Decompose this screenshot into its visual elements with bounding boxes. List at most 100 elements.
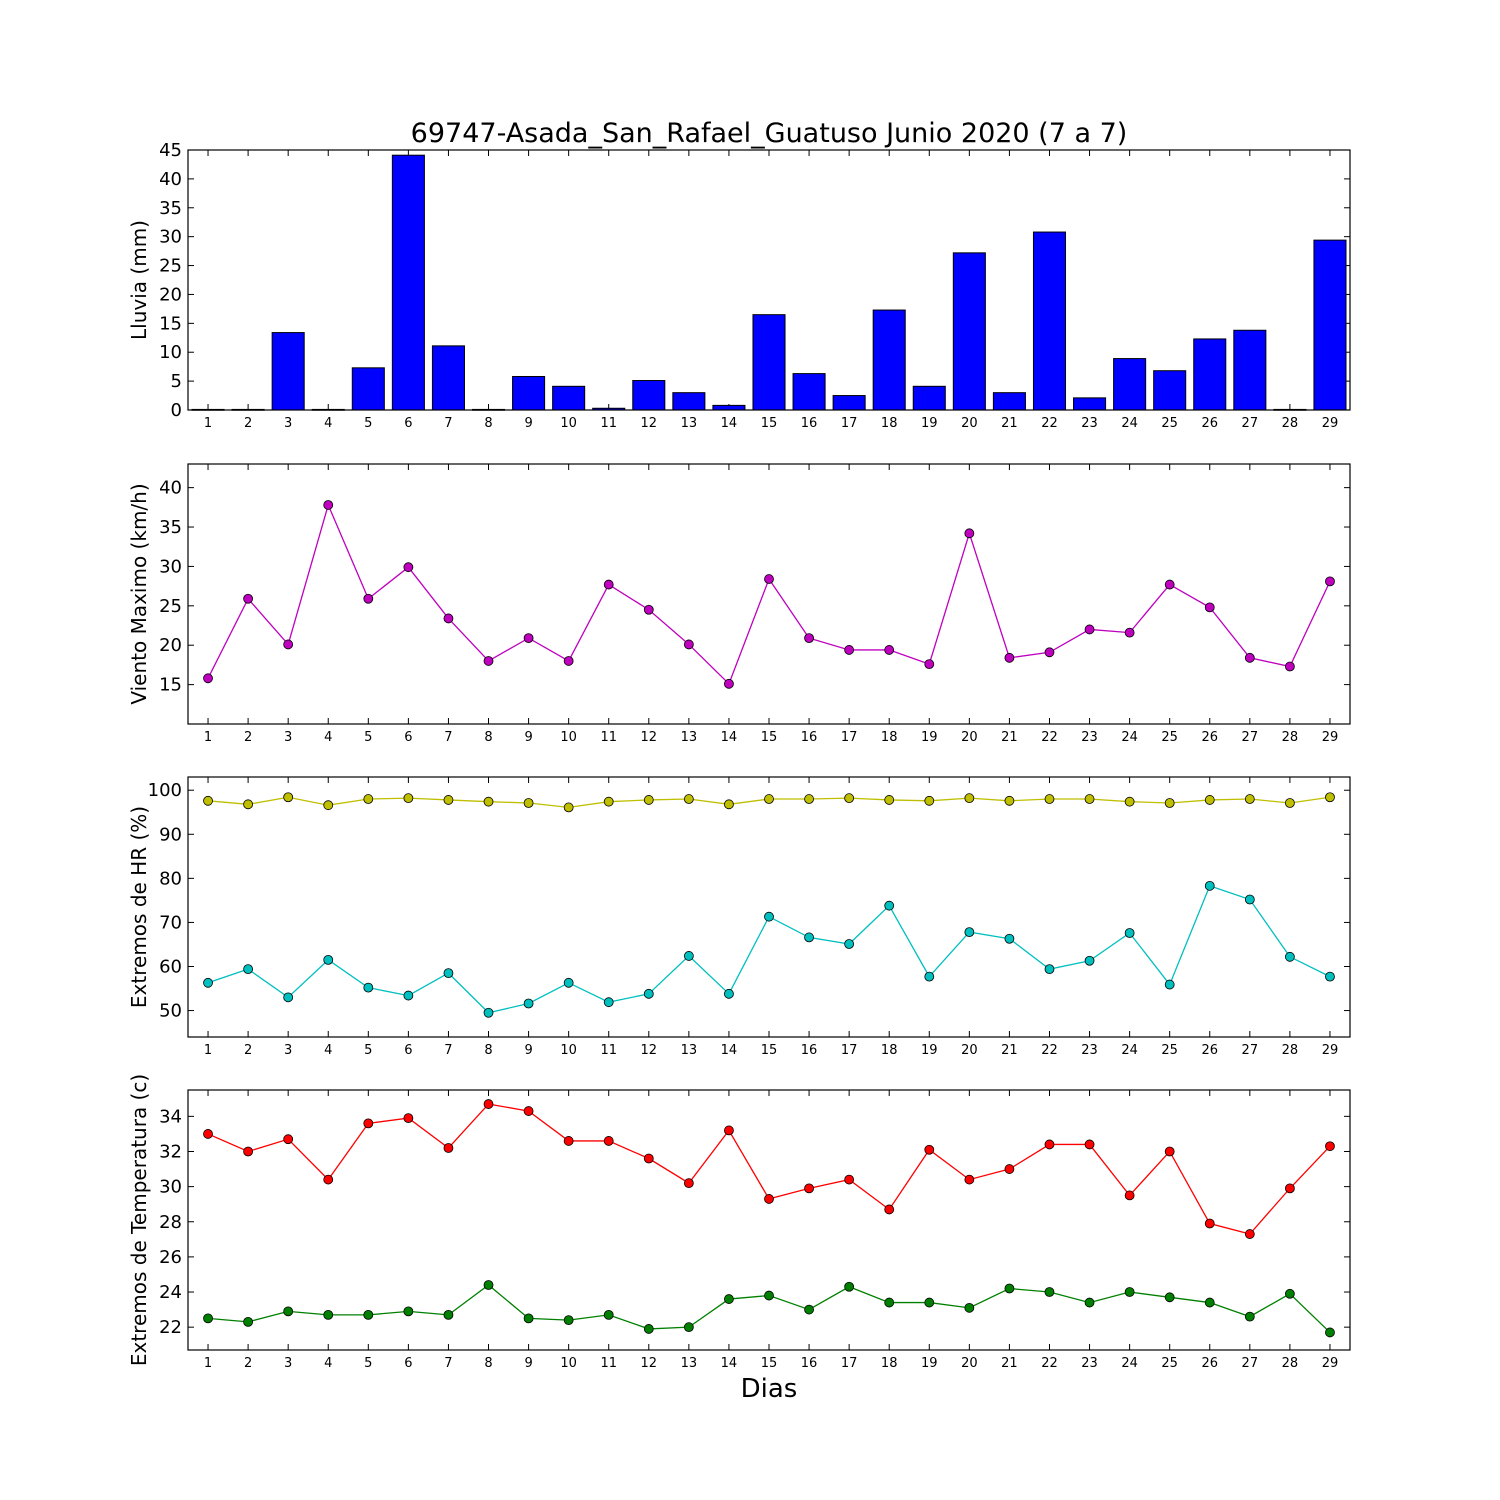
x-tick-label: 16 <box>801 416 818 431</box>
data-point <box>765 1291 774 1300</box>
x-tick-label: 15 <box>761 730 778 745</box>
y-tick-label: 70 <box>159 912 182 933</box>
x-tick-label: 26 <box>1201 730 1218 745</box>
x-tick-label: 26 <box>1201 416 1218 431</box>
x-tick-label: 29 <box>1322 730 1339 745</box>
x-tick-label: 9 <box>524 416 532 431</box>
bar <box>673 393 705 410</box>
y-tick-label: 50 <box>159 1001 182 1022</box>
x-tick-label: 6 <box>404 416 412 431</box>
data-point <box>1085 795 1094 804</box>
bar <box>1074 398 1106 410</box>
data-point <box>925 796 934 805</box>
x-tick-label: 12 <box>641 1043 658 1058</box>
x-tick-label: 18 <box>881 1043 898 1058</box>
data-point <box>444 614 453 623</box>
y-tick-label: 0 <box>171 400 182 421</box>
panel-2: 1520253035401 2 3 4 5 6 7 8 9 10 11 12 13 14 15 16 17 18 1… <box>127 464 1350 745</box>
x-tick-label: 8 <box>484 1043 492 1058</box>
y-tick-label: 15 <box>159 313 182 334</box>
x-tick-label: 7 <box>444 1356 452 1371</box>
bar <box>352 368 384 410</box>
x-tick-label: 24 <box>1121 1356 1138 1371</box>
data-point <box>925 972 934 981</box>
data-point <box>484 656 493 665</box>
data-point <box>805 795 814 804</box>
y-tick-label: 24 <box>159 1282 182 1303</box>
y-tick-label: 34 <box>159 1106 182 1127</box>
data-point <box>724 800 733 809</box>
series-line-2 <box>208 886 1330 1013</box>
y-tick-label: 32 <box>159 1141 182 1162</box>
bar <box>993 393 1025 410</box>
data-point <box>524 1314 533 1323</box>
x-tick-label: 7 <box>444 416 452 431</box>
data-point <box>805 933 814 942</box>
data-point <box>1045 648 1054 657</box>
y-tick-label: 35 <box>159 517 182 538</box>
data-point <box>965 1175 974 1184</box>
x-tick-label: 4 <box>324 416 332 431</box>
x-tick-label: 17 <box>841 416 858 431</box>
x-axis-label: Dias <box>741 1374 798 1404</box>
x-tick-label: 15 <box>761 1043 778 1058</box>
x-tick-label: 28 <box>1282 730 1299 745</box>
x-tick-label: 17 <box>841 730 858 745</box>
x-tick-label: 23 <box>1081 416 1098 431</box>
data-point <box>684 795 693 804</box>
data-point <box>724 1126 733 1135</box>
data-point <box>1245 1230 1254 1239</box>
bar <box>1234 330 1266 410</box>
x-tick-label: 23 <box>1081 730 1098 745</box>
x-tick-label: 2 <box>244 730 252 745</box>
data-point <box>845 940 854 949</box>
data-point <box>1325 972 1334 981</box>
data-point <box>484 1008 493 1017</box>
x-tick-label: 3 <box>284 730 292 745</box>
data-point <box>564 1136 573 1145</box>
x-tick-label: 12 <box>641 416 658 431</box>
x-tick-label: 12 <box>641 730 658 745</box>
data-point <box>1125 797 1134 806</box>
data-point <box>324 1310 333 1319</box>
x-tick-label: 1 <box>204 730 212 745</box>
x-tick-label: 28 <box>1282 1043 1299 1058</box>
x-tick-label: 22 <box>1041 1356 1058 1371</box>
bar <box>873 310 905 410</box>
data-point <box>845 1282 854 1291</box>
x-tick-label: 19 <box>921 1356 938 1371</box>
y-tick-label: 28 <box>159 1212 182 1233</box>
x-tick-label: 3 <box>284 1043 292 1058</box>
x-tick-label: 26 <box>1201 1043 1218 1058</box>
x-tick-label: 27 <box>1242 1043 1259 1058</box>
x-tick-label: 28 <box>1282 1356 1299 1371</box>
data-point <box>644 1324 653 1333</box>
data-point <box>1245 653 1254 662</box>
x-tick-label: 8 <box>484 416 492 431</box>
data-point <box>1005 1284 1014 1293</box>
data-point <box>1205 1219 1214 1228</box>
data-point <box>965 928 974 937</box>
figure-title: 69747-Asada_San_Rafael_Guatuso Junio 202… <box>411 118 1128 149</box>
data-point <box>604 580 613 589</box>
x-tick-label: 5 <box>364 1356 372 1371</box>
data-point <box>1205 795 1214 804</box>
series-line-1 <box>208 1104 1330 1234</box>
x-tick-label: 16 <box>801 730 818 745</box>
bar <box>753 315 785 410</box>
x-tick-label: 18 <box>881 730 898 745</box>
x-tick-label: 24 <box>1121 416 1138 431</box>
x-tick-label: 13 <box>681 416 698 431</box>
data-point <box>524 799 533 808</box>
data-point <box>1325 793 1334 802</box>
x-tick-label: 26 <box>1201 1356 1218 1371</box>
bar <box>1314 240 1346 410</box>
x-tick-label: 27 <box>1242 416 1259 431</box>
x-tick-label: 2 <box>244 416 252 431</box>
bar <box>1033 232 1065 410</box>
data-point <box>524 1107 533 1116</box>
